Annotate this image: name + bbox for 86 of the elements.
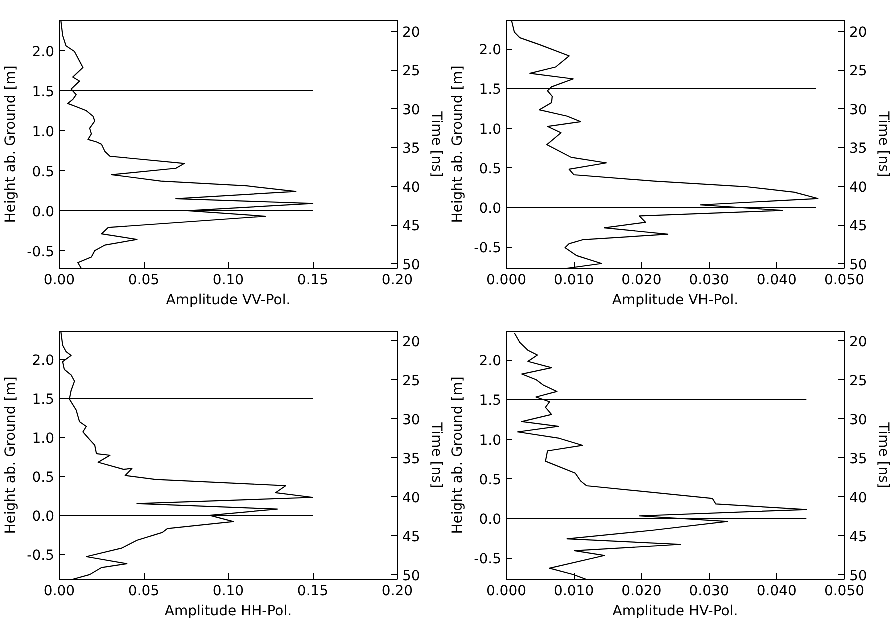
y-tick-label: 1.5 [479, 82, 502, 98]
y2-tick-label: 50 [850, 257, 868, 274]
x-tick-label: 0.010 [554, 272, 594, 288]
x-tick-label: 0.030 [689, 272, 730, 288]
x-tick-label: 0.020 [622, 272, 662, 288]
y-tick-label: 0.0 [479, 512, 502, 528]
y-tick-label: 1.0 [479, 432, 502, 449]
x-tick-label: 0.00 [44, 272, 76, 288]
y-tick-label: 1.5 [32, 392, 54, 408]
y2-tick-label: 20 [850, 24, 868, 41]
x-tick-label: 0.20 [382, 584, 414, 600]
x-tick-label: 0.05 [128, 584, 160, 600]
y2-tick-label: 25 [402, 64, 420, 80]
x-tick-label: 0.040 [756, 584, 797, 600]
y-tick-label: -0.5 [27, 548, 55, 564]
y-axis-title: Height ab. Ground [m] [3, 376, 20, 534]
y-tick-label: 2.0 [479, 354, 502, 370]
x-tick-label: 0.000 [486, 584, 527, 600]
y2-tick-label: 20 [402, 24, 420, 41]
y-axis-title: Height ab. Ground [m] [450, 376, 466, 534]
x-tick-label: 0.040 [756, 272, 797, 288]
x-tick-label: 0.15 [297, 584, 329, 600]
y2-axis-title: Time [ns] [875, 422, 892, 488]
y2-tick-label: 45 [402, 529, 420, 546]
y2-axis-title: Time [ns] [428, 422, 444, 488]
y2-tick-label: 35 [850, 451, 868, 468]
x-tick-label: 0.15 [297, 272, 329, 288]
y2-tick-label: 40 [402, 180, 420, 196]
y2-tick-label: 25 [850, 64, 868, 80]
y-tick-label: 0.0 [32, 204, 54, 220]
y2-tick-label: 40 [850, 180, 868, 196]
x-tick-label: 0.030 [689, 584, 730, 600]
y-tick-label: 1.5 [32, 84, 54, 100]
y2-tick-label: 30 [402, 102, 420, 118]
y-tick-label: -0.5 [27, 244, 55, 260]
y-axis-title: Height ab. Ground [m] [3, 66, 20, 224]
x-tick-label: 0.050 [824, 584, 865, 600]
y2-tick-label: 40 [402, 490, 420, 506]
x-tick-label: 0.10 [212, 584, 244, 600]
y2-tick-label: 50 [402, 568, 420, 584]
y2-tick-label: 45 [850, 529, 868, 546]
y2-tick-label: 20 [850, 334, 868, 350]
y-tick-label: 0.0 [32, 509, 54, 526]
y-tick-label: 0.5 [479, 161, 502, 178]
x-axis-title: Amplitude HV-Pol. [612, 604, 738, 620]
y2-tick-label: 25 [850, 373, 868, 390]
y2-axis-title: Time [ns] [428, 110, 444, 178]
y-tick-label: 2.0 [32, 44, 54, 60]
x-tick-label: 0.20 [382, 272, 414, 288]
y-tick-label: 2.0 [32, 353, 54, 370]
y2-tick-label: 30 [850, 412, 868, 428]
y-tick-label: 1.0 [479, 122, 502, 138]
x-tick-label: 0.020 [622, 584, 662, 600]
x-tick-label: 0.000 [486, 272, 527, 288]
y2-tick-label: 50 [402, 257, 420, 274]
y2-tick-label: 45 [850, 218, 868, 235]
y2-tick-label: 50 [850, 568, 868, 584]
x-axis-title: Amplitude HH-Pol. [164, 604, 292, 620]
y-tick-label: 1.0 [32, 431, 54, 448]
x-tick-label: 0.10 [212, 272, 244, 288]
x-tick-label: 0.00 [44, 584, 76, 600]
x-tick-label: 0.05 [128, 272, 160, 288]
x-axis-title: Amplitude VH-Pol. [612, 292, 739, 308]
x-tick-label: 0.010 [554, 584, 594, 600]
y-tick-label: 2.0 [479, 42, 502, 59]
y2-tick-label: 30 [402, 412, 420, 428]
y2-tick-label: 30 [850, 102, 868, 118]
y-tick-label: 0.5 [32, 470, 54, 486]
y2-tick-label: 35 [402, 451, 420, 468]
y2-tick-label: 20 [402, 334, 420, 350]
y-tick-label: 1.5 [479, 393, 502, 410]
y-tick-label: -0.5 [474, 240, 502, 257]
x-axis-title: Amplitude VV-Pol. [166, 292, 291, 308]
y-tick-label: 0.5 [32, 164, 54, 180]
y2-tick-label: 35 [850, 141, 868, 158]
y-axis-title: Height ab. Ground [m] [450, 66, 466, 224]
x-tick-label: 0.050 [824, 272, 865, 288]
y-tick-label: 0.5 [479, 472, 502, 488]
y-tick-label: -0.5 [474, 552, 502, 568]
y2-axis-title: Time [ns] [875, 110, 892, 178]
y2-tick-label: 25 [402, 373, 420, 390]
y2-tick-label: 40 [850, 490, 868, 506]
y2-tick-label: 45 [402, 218, 420, 235]
y2-tick-label: 35 [402, 141, 420, 158]
y-tick-label: 0.0 [479, 200, 502, 217]
y-tick-label: 1.0 [32, 124, 54, 140]
